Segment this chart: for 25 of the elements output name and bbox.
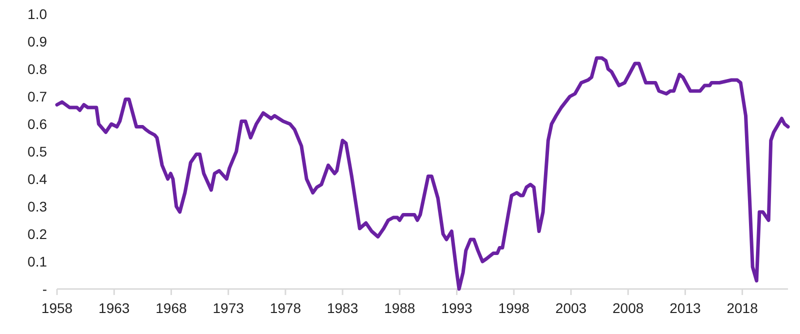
y-tick-label: 0.2 [28, 226, 48, 242]
y-tick-label: - [42, 280, 48, 297]
x-tick-label: 1973 [212, 300, 244, 316]
x-tick-label: 1988 [384, 300, 416, 316]
y-tick-label: 1.0 [28, 6, 48, 22]
y-tick-label: 0.9 [28, 33, 48, 50]
y-tick-label: 0.5 [28, 143, 48, 160]
x-tick-label: 1958 [41, 300, 73, 316]
x-tick-label: 2018 [726, 300, 758, 316]
y-tick-label: 0.4 [28, 170, 48, 187]
x-tick-label: 1978 [270, 300, 302, 316]
y-tick-label: 0.7 [28, 88, 48, 104]
x-tick-label: 1983 [326, 300, 358, 316]
x-tick-label: 1998 [498, 300, 530, 316]
y-tick-label: 0.3 [28, 198, 48, 214]
y-tick-label: 0.1 [28, 253, 48, 270]
x-tick-label: 1993 [441, 300, 473, 316]
y-tick-label: 0.6 [28, 116, 48, 132]
x-tick-label: 2003 [555, 300, 587, 316]
y-tick-label: 0.8 [28, 60, 48, 77]
x-tick-label: 1963 [98, 300, 130, 316]
x-tick-label: 1968 [156, 300, 187, 316]
x-tick-label: 2013 [670, 300, 701, 316]
x-tick-label: 2008 [612, 300, 644, 316]
line-series [55, 56, 790, 291]
